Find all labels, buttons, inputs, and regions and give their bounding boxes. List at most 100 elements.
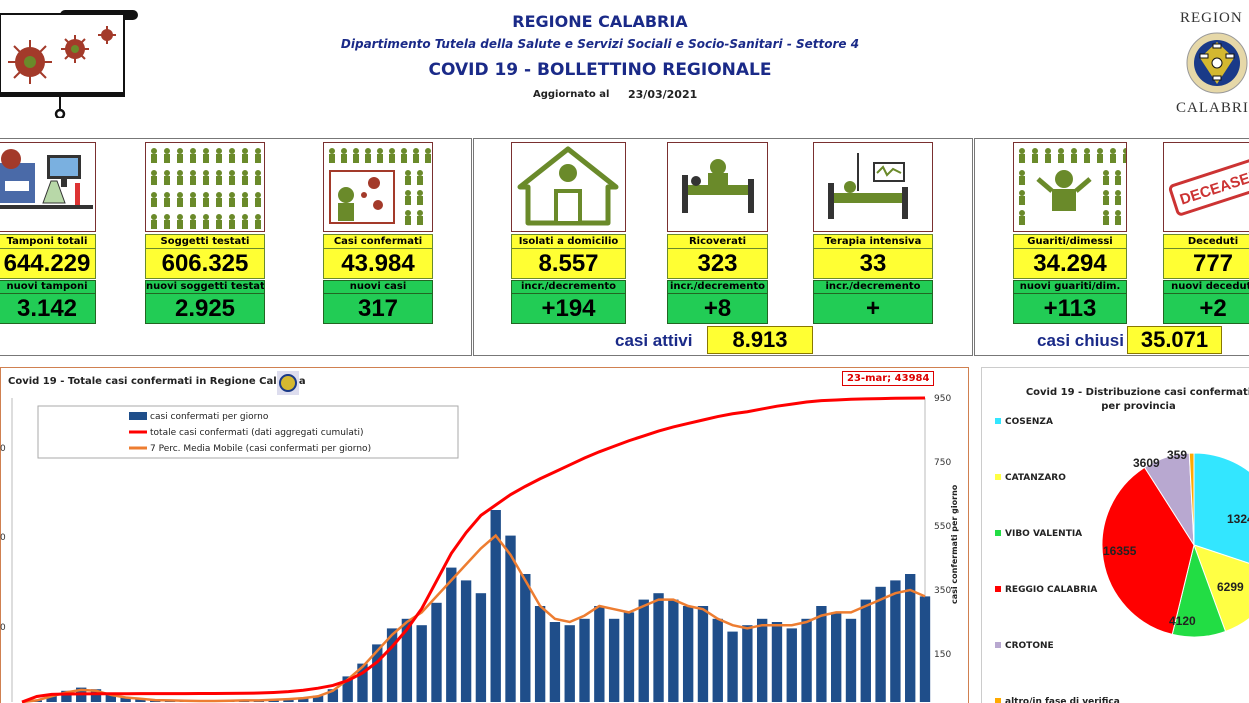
- coat-of-arms-icon: [1186, 32, 1248, 94]
- daily-cases-bar: [386, 628, 398, 702]
- right-tick-label: 550: [934, 522, 951, 532]
- province-name: COSENZA: [1005, 417, 1053, 427]
- latest-callout: 23-mar; 43984: [842, 371, 935, 386]
- province-legend-item: CROTONE: [995, 641, 1054, 651]
- card-0-image: [0, 142, 96, 232]
- card-7-sub-label: nuovi deceduti: [1163, 280, 1249, 294]
- province-legend-item: altro/in fase di verifica: [995, 697, 1120, 703]
- pie-chart-svg: 1324 6299 4120 16355 3609 359: [1101, 448, 1249, 638]
- pie-chart-title: Covid 19 - Distribuzione casi confermati…: [1025, 387, 1249, 412]
- daily-cases-bar: [298, 698, 309, 702]
- left-tick-label: 0: [0, 444, 6, 454]
- calabria-logo: REGION CALABRI: [1172, 6, 1249, 120]
- province-swatch: [995, 586, 1001, 592]
- logo-bottom-text: CALABRI: [1176, 100, 1249, 116]
- daily-cases-bar: [623, 612, 635, 702]
- daily-cases-bar: [505, 535, 516, 702]
- moving-average-line: [21, 533, 926, 703]
- active-group-box: [473, 138, 973, 356]
- daily-cases-bar: [357, 663, 368, 702]
- pie-slice-label: 4120: [1169, 614, 1196, 628]
- bulletin-title: COVID 19 - BOLLETTINO REGIONALE: [428, 60, 772, 80]
- daily-cases-bar: [475, 593, 487, 702]
- daily-cases-bar: [534, 606, 546, 702]
- card-2-sub-label: nuovi casi: [323, 280, 433, 294]
- region-title: REGIONE CALABRIA: [512, 12, 688, 31]
- daily-cases-bar: [120, 697, 131, 702]
- card-3-image: [511, 142, 626, 232]
- active-cases-label: casi attivi: [615, 331, 693, 350]
- logo-top-text: REGION: [1180, 10, 1243, 26]
- card-0-sub-value: 3.142: [0, 293, 96, 324]
- card-5-sub-label: incr./decremento: [813, 280, 933, 294]
- card-5-sub-value: +: [813, 293, 933, 324]
- card-4-sub-label: incr./decremento: [667, 280, 768, 294]
- testing-group-box: [0, 138, 472, 356]
- daily-cases-bar: [283, 698, 294, 702]
- card-2-value: 43.984: [323, 248, 433, 279]
- right-tick-label: 750: [934, 458, 951, 468]
- hospital-bed-icon: [682, 159, 754, 213]
- province-swatch: [995, 474, 1001, 480]
- province-legend-item: COSENZA: [995, 417, 1053, 427]
- chart-title-logo-icon: [277, 371, 299, 395]
- daily-cases-bar: [653, 593, 664, 702]
- province-legend-item: REGGIO CALABRIA: [995, 585, 1097, 595]
- daily-cases-bar: [594, 606, 605, 702]
- closed-cases-value: 35.071: [1127, 326, 1222, 354]
- card-0-label: Tamponi totali: [0, 234, 96, 249]
- daily-cases-bar: [756, 618, 768, 702]
- department-subtitle: Dipartimento Tutela della Salute e Servi…: [340, 37, 860, 51]
- pie-slice: [1193, 544, 1249, 633]
- province-name: altro/in fase di verifica: [1005, 697, 1120, 703]
- daily-cases-bar: [668, 599, 679, 702]
- daily-cases-bar: [608, 618, 620, 702]
- pie-slice-label: 6299: [1217, 580, 1244, 594]
- daily-cases-bar: [46, 695, 57, 702]
- card-1-image: [145, 142, 265, 232]
- pie-slice-label: 3609: [1133, 456, 1160, 470]
- card-6-sub-label: nuovi guariti/dim.: [1013, 280, 1127, 294]
- recovered-person-icon: [1019, 148, 1126, 225]
- card-2-label: Casi confermati: [323, 234, 433, 249]
- daily-cases-bar: [801, 618, 812, 702]
- card-7-value: 777: [1163, 248, 1249, 279]
- daily-cases-bar: [727, 631, 738, 702]
- cumulative-line: [21, 396, 926, 703]
- card-3-value: 8.557: [511, 248, 626, 279]
- card-4-value: 323: [667, 248, 768, 279]
- card-6-label: Guariti/dimessi: [1013, 234, 1127, 249]
- daily-cases-bar: [490, 510, 501, 702]
- lab-equipment-icon: [0, 149, 93, 209]
- legend-label: casi confermati per giorno: [150, 412, 269, 422]
- card-5-image: [813, 142, 933, 232]
- card-3-sub-label: incr./decremento: [511, 280, 626, 294]
- main-chart-title: Covid 19 - Totale casi confermati in Reg…: [8, 376, 306, 387]
- virus-banner: [0, 8, 138, 120]
- daily-cases-bar: [771, 622, 783, 702]
- pie-slice: [1188, 452, 1195, 546]
- left-tick-label: 0: [0, 623, 6, 633]
- card-7-sub-value: +2: [1163, 293, 1249, 324]
- province-name: REGGIO CALABRIA: [1005, 585, 1098, 595]
- card-1-sub-value: 2.925: [145, 293, 265, 324]
- main-chart-svg: 950 750 550 350 150 0 0 0 casi confermati per gi…: [0, 394, 951, 703]
- daily-cases-bar: [90, 689, 102, 702]
- legend-swatch: [129, 412, 147, 420]
- deceased-stamp-icon: DECEASED: [1168, 156, 1249, 216]
- card-5-value: 33: [813, 248, 933, 279]
- daily-cases-bar: [786, 628, 797, 702]
- daily-cases-bar: [742, 625, 753, 702]
- virus-sneeze-icon: [329, 148, 431, 225]
- province-swatch: [995, 418, 1001, 424]
- card-6-sub-value: +113: [1013, 293, 1127, 324]
- daily-cases-bar: [401, 618, 413, 702]
- province-swatch: [995, 642, 1001, 648]
- daily-cases-bar: [312, 695, 324, 702]
- card-7-label: Deceduti: [1163, 234, 1249, 249]
- daily-cases-bar: [327, 689, 339, 702]
- daily-cases-bar: [712, 618, 723, 702]
- daily-cases-bar: [61, 690, 72, 702]
- daily-cases-bar: [682, 606, 694, 702]
- province-name: CROTONE: [1005, 641, 1054, 651]
